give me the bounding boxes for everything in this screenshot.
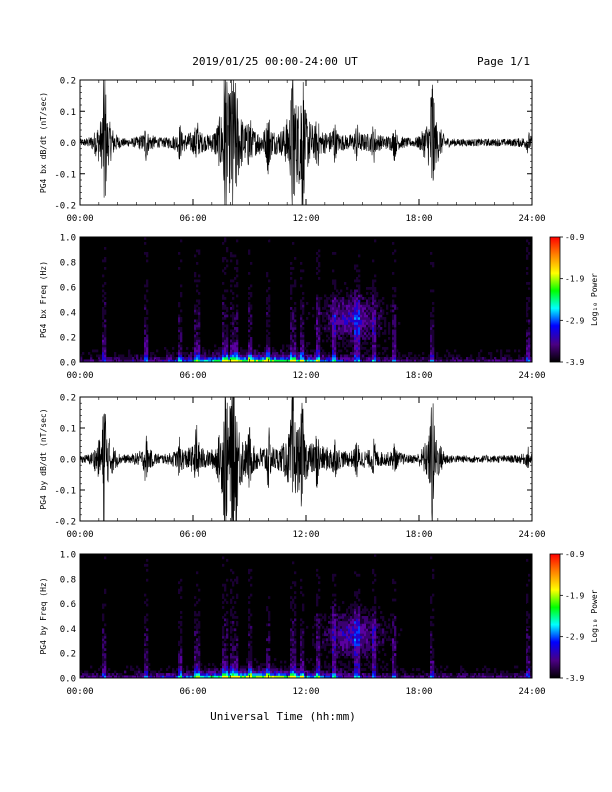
x-tick-label: 18:00 xyxy=(405,214,432,224)
colorbar-label: Log₁₀ Power xyxy=(590,589,599,642)
x-tick-label: 18:00 xyxy=(405,371,432,381)
x-tick-label: 12:00 xyxy=(292,687,319,697)
colorbar-tick-label: -0.9 xyxy=(565,550,584,559)
x-tick-label: 00:00 xyxy=(66,687,93,697)
colorbar-tick-label: -1.9 xyxy=(565,275,584,284)
y-tick-label: 0.4 xyxy=(60,625,76,635)
y-tick-label: 0.1 xyxy=(60,108,76,118)
x-tick-label: 00:00 xyxy=(66,371,93,381)
bx-spectrogram-panel: 1.0 0.8 0.6 0.4 0.2 0.0 00:00 06:00 12:00 18:00 24… xyxy=(39,234,546,382)
y-axis-label: PG4 bx Freq (Hz) xyxy=(39,261,48,338)
x-axis-label: Universal Time (hh:mm) xyxy=(210,710,356,723)
x-tick-label: 06:00 xyxy=(179,530,206,540)
x-tick-label: 06:00 xyxy=(179,371,206,381)
x-tick-label: 24:00 xyxy=(518,687,545,697)
colorbar-tick-label: -3.9 xyxy=(565,674,584,683)
y-tick-label: 0.0 xyxy=(60,139,76,149)
y-tick-label: 0.8 xyxy=(60,259,76,269)
colorbar-tick-label: -3.9 xyxy=(565,358,584,367)
y-tick-label: 0.6 xyxy=(60,600,76,610)
y-tick-label: -0.2 xyxy=(54,202,76,212)
colorbar-tick-label: -2.9 xyxy=(565,633,584,642)
x-tick-label: 12:00 xyxy=(292,214,319,224)
y-tick-label: 0.0 xyxy=(60,456,76,466)
y-axis-label: PG4 by Freq (Hz) xyxy=(39,577,48,654)
page-indicator: Page 1/1 xyxy=(477,55,530,68)
dbdt-trace xyxy=(79,396,533,522)
spectrogram-background xyxy=(80,237,532,362)
colorbar-bottom: -0.9 -1.9 -2.9 -3.9 Log₁₀ Power xyxy=(549,550,599,683)
spectrogram-cells xyxy=(80,554,533,679)
bx-dbdt-panel: 0.2 0.1 0.0 -0.1 -0.2 00:00 06:00 12:00 18:00 24:… xyxy=(39,77,546,225)
colorbar-label: Log₁₀ Power xyxy=(590,273,599,326)
x-tick-label: 18:00 xyxy=(405,530,432,540)
y-tick-label: 1.0 xyxy=(60,234,76,244)
x-tick-label: 12:00 xyxy=(292,530,319,540)
y-tick-label: 0.2 xyxy=(60,77,76,87)
colorbar-tick-label: -0.9 xyxy=(565,233,584,242)
y-axis-label: PG4 bx dB/dt (nT/sec) xyxy=(39,92,48,193)
x-tick-label: 24:00 xyxy=(518,530,545,540)
x-tick-label: 12:00 xyxy=(292,371,319,381)
y-tick-label: 0.2 xyxy=(60,394,76,404)
x-tick-label: 24:00 xyxy=(518,214,545,224)
date-title: 2019/01/25 00:00-24:00 UT xyxy=(192,55,358,68)
y-tick-label: 0.2 xyxy=(60,334,76,344)
y-tick-label: 0.2 xyxy=(60,650,76,660)
y-axis-label: PG4 by dB/dt (nT/sec) xyxy=(39,408,48,509)
x-tick-label: 06:00 xyxy=(179,687,206,697)
colorbar-top: -0.9 -1.9 -2.9 -3.9 Log₁₀ Power xyxy=(549,233,599,367)
y-tick-label: -0.2 xyxy=(54,518,76,528)
y-tick-label: 0.6 xyxy=(60,284,76,294)
by-spectrogram-panel: 1.0 0.8 0.6 0.4 0.2 0.0 00:00 06:00 12:00 18:00 24… xyxy=(39,551,546,698)
x-tick-label: 00:00 xyxy=(66,530,93,540)
dbdt-trace xyxy=(79,79,533,206)
spectrogram-background xyxy=(80,554,532,678)
y-tick-label: -0.1 xyxy=(54,487,76,497)
colorbar-gradient xyxy=(549,236,561,363)
y-tick-label: -0.1 xyxy=(54,170,76,180)
y-tick-label: 0.0 xyxy=(60,359,76,369)
x-tick-label: 06:00 xyxy=(179,214,206,224)
colorbar-tick-label: -1.9 xyxy=(565,591,584,600)
y-tick-label: 0.1 xyxy=(60,425,76,435)
x-tick-label: 18:00 xyxy=(405,687,432,697)
colorbar-tick-label: -2.9 xyxy=(565,316,584,325)
by-dbdt-panel: 0.2 0.1 0.0 -0.1 -0.2 00:00 06:00 12:00 18:00 24:… xyxy=(39,394,546,541)
x-tick-label: 24:00 xyxy=(518,371,545,381)
y-tick-label: 0.0 xyxy=(60,675,76,685)
colorbar-gradient xyxy=(549,553,561,679)
y-tick-label: 0.8 xyxy=(60,575,76,585)
x-tick-label: 00:00 xyxy=(66,214,93,224)
y-tick-label: 0.4 xyxy=(60,309,76,319)
y-tick-label: 1.0 xyxy=(60,551,76,561)
